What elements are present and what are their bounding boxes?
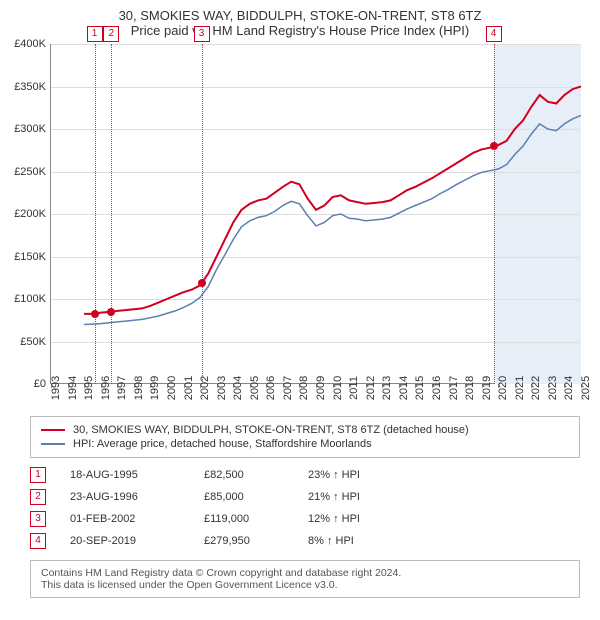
sale-price: £279,950 (204, 535, 284, 547)
table-row: 4 20-SEP-2019 £279,950 8% ↑ HPI (30, 530, 580, 552)
plot-area: 1234 (50, 44, 580, 384)
series-line (84, 115, 581, 324)
table-row: 3 01-FEB-2002 £119,000 12% ↑ HPI (30, 508, 580, 530)
y-axis-label: £350K (14, 81, 46, 93)
sale-marker-badge: 4 (30, 533, 46, 549)
x-axis-label: 2025 (580, 376, 592, 400)
legend-label: 30, SMOKIES WAY, BIDDULPH, STOKE-ON-TREN… (73, 424, 469, 436)
sale-price: £82,500 (204, 469, 284, 481)
sale-marker-dot (107, 308, 115, 316)
y-axis-label: £50K (20, 336, 46, 348)
y-axis-label: £0 (34, 378, 46, 390)
footnote-line: This data is licensed under the Open Gov… (41, 579, 569, 591)
sale-marker-number: 2 (103, 26, 119, 42)
sale-price: £85,000 (204, 491, 284, 503)
legend-swatch (41, 443, 65, 445)
line-series-svg (51, 44, 581, 384)
y-axis-label: £400K (14, 38, 46, 50)
sale-delta: 12% ↑ HPI (308, 513, 408, 525)
sales-table: 1 18-AUG-1995 £82,500 23% ↑ HPI 2 23-AUG… (30, 464, 580, 552)
sale-price: £119,000 (204, 513, 284, 525)
sale-date: 20-SEP-2019 (70, 535, 180, 547)
sale-marker-number: 1 (87, 26, 103, 42)
sale-marker-dot (490, 142, 498, 150)
y-axis-label: £250K (14, 166, 46, 178)
sale-delta: 21% ↑ HPI (308, 491, 408, 503)
sale-marker-badge: 1 (30, 467, 46, 483)
sale-marker-number: 4 (486, 26, 502, 42)
legend-swatch (41, 429, 65, 431)
legend-item: 30, SMOKIES WAY, BIDDULPH, STOKE-ON-TREN… (41, 423, 569, 437)
legend-box: 30, SMOKIES WAY, BIDDULPH, STOKE-ON-TREN… (30, 416, 580, 458)
table-row: 2 23-AUG-1996 £85,000 21% ↑ HPI (30, 486, 580, 508)
chart-area: 1234 £0£50K£100K£150K£200K£250K£300K£350… (50, 44, 580, 404)
sale-date: 18-AUG-1995 (70, 469, 180, 481)
sale-marker-badge: 3 (30, 511, 46, 527)
legend-item: HPI: Average price, detached house, Staf… (41, 437, 569, 451)
sale-date: 23-AUG-1996 (70, 491, 180, 503)
y-axis-label: £150K (14, 251, 46, 263)
sale-delta: 8% ↑ HPI (308, 535, 408, 547)
title-line-1: 30, SMOKIES WAY, BIDDULPH, STOKE-ON-TREN… (0, 8, 600, 23)
sale-marker-badge: 2 (30, 489, 46, 505)
table-row: 1 18-AUG-1995 £82,500 23% ↑ HPI (30, 464, 580, 486)
y-axis-label: £100K (14, 293, 46, 305)
footnote-box: Contains HM Land Registry data © Crown c… (30, 560, 580, 598)
legend-label: HPI: Average price, detached house, Staf… (73, 438, 372, 450)
sale-marker-dot (91, 310, 99, 318)
series-line (84, 87, 581, 314)
sale-date: 01-FEB-2002 (70, 513, 180, 525)
sale-marker-dot (198, 279, 206, 287)
sale-marker-number: 3 (194, 26, 210, 42)
y-axis-label: £200K (14, 208, 46, 220)
footnote-line: Contains HM Land Registry data © Crown c… (41, 567, 569, 579)
y-axis-label: £300K (14, 123, 46, 135)
sale-delta: 23% ↑ HPI (308, 469, 408, 481)
